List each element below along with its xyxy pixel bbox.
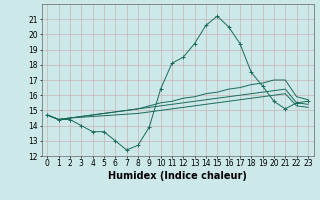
X-axis label: Humidex (Indice chaleur): Humidex (Indice chaleur) [108, 171, 247, 181]
